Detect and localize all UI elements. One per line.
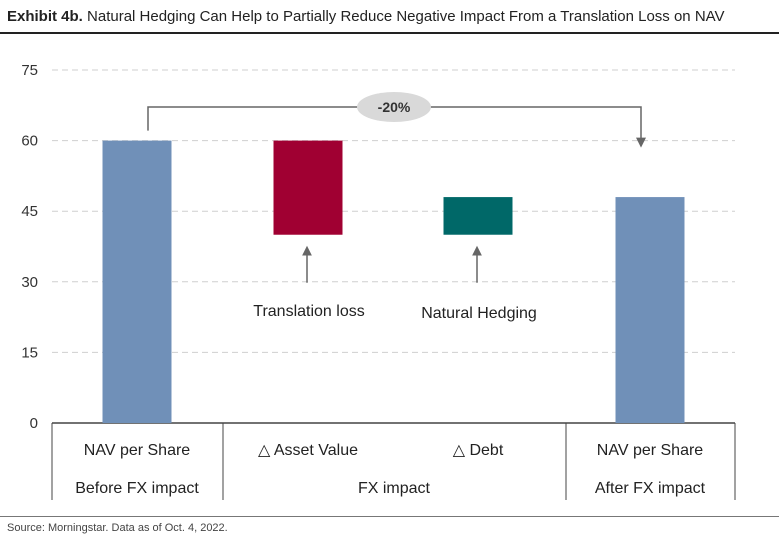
y-tick-label-75: 75 <box>21 62 38 79</box>
waterfall-chart: 0 15 30 45 60 75 Translation loss Natural Hedgi… <box>21 62 736 500</box>
bar-3 <box>443 197 513 235</box>
annotation-label-3: Natural Hedging <box>421 305 537 322</box>
change-pill <box>357 92 431 122</box>
y-tick-label-0: 0 <box>30 415 38 432</box>
bar-1 <box>102 140 172 423</box>
bar-4 <box>615 197 685 423</box>
y-tick-label-15: 15 <box>21 344 38 361</box>
group-label-2: FX impact <box>358 480 431 497</box>
exhibit-label: Exhibit 4b. <box>7 8 83 25</box>
y-tick-label-60: 60 <box>21 133 38 150</box>
source-note: Source: Morningstar. Data as of Oct. 4, … <box>7 522 228 534</box>
chart-title: Exhibit 4b. Natural Hedging Can Help to … <box>7 8 725 25</box>
y-tick-label-45: 45 <box>21 203 38 220</box>
annotation-label-2: Translation loss <box>253 303 364 320</box>
category-label-2: △ Asset Value <box>258 442 358 459</box>
change-label: -20% <box>378 99 411 115</box>
group-label-3: After FX impact <box>595 480 706 497</box>
footer-rule <box>0 516 779 517</box>
group-label-1: Before FX impact <box>75 480 199 497</box>
category-label-4: NAV per Share <box>597 442 704 459</box>
bar-2 <box>273 140 343 235</box>
category-label-3: △ Debt <box>453 442 504 459</box>
category-label-1: NAV per Share <box>84 442 191 459</box>
y-tick-label-30: 30 <box>21 274 38 291</box>
exhibit-title: Natural Hedging Can Help to Partially Re… <box>87 8 725 25</box>
title-rule <box>0 32 779 34</box>
